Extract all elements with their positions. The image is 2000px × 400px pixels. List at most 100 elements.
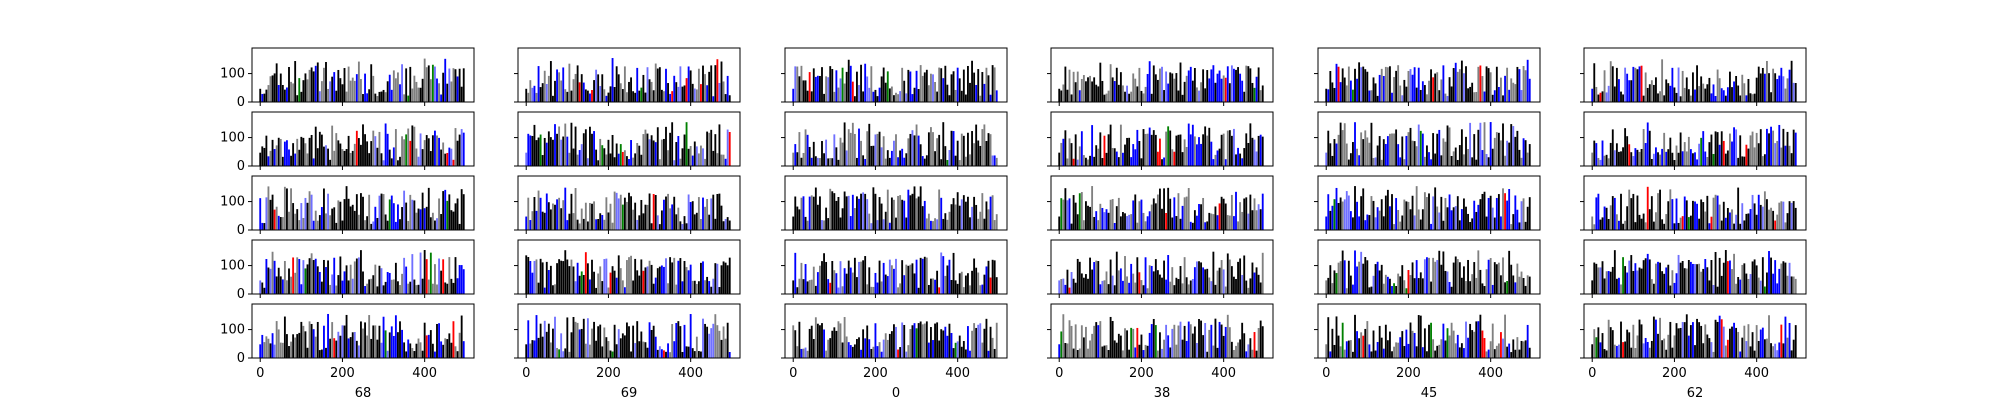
bar (814, 187, 817, 230)
bar (1528, 347, 1531, 358)
bar (1169, 72, 1172, 102)
bar (1062, 84, 1065, 102)
bar (1724, 217, 1727, 230)
bar (1070, 143, 1073, 166)
bar (1770, 343, 1772, 358)
bar (271, 75, 274, 102)
bar (1405, 201, 1408, 230)
bar (366, 283, 369, 294)
axes-frame (784, 47, 1008, 103)
bar (1126, 85, 1128, 102)
bar (320, 207, 323, 230)
bar (1138, 272, 1141, 294)
bar (411, 125, 414, 166)
bar (1095, 84, 1098, 102)
bar (1465, 206, 1467, 230)
bar (1196, 343, 1198, 358)
bar (1341, 68, 1344, 102)
bar (1510, 124, 1513, 166)
bar (446, 339, 449, 358)
bar (1124, 91, 1126, 102)
bar (1634, 148, 1637, 166)
bar (1605, 350, 1608, 358)
bar (300, 203, 303, 230)
bar (405, 266, 408, 294)
bar (343, 150, 346, 166)
bar (893, 140, 895, 166)
bar (1163, 90, 1165, 102)
bar (1659, 189, 1661, 230)
bar (425, 206, 428, 230)
bar (549, 137, 552, 166)
bar (380, 153, 383, 166)
bar (665, 126, 667, 166)
bar (1716, 321, 1719, 358)
bar (549, 209, 552, 230)
bar (1196, 87, 1198, 102)
bar (1386, 189, 1389, 230)
bar (1603, 349, 1606, 358)
bar (1770, 92, 1772, 102)
bar (1409, 275, 1412, 294)
bar (907, 265, 910, 294)
bar (1481, 150, 1484, 166)
bar (286, 334, 288, 358)
bar (1794, 83, 1797, 102)
bar (1154, 74, 1157, 102)
bar (952, 252, 955, 294)
bar (1329, 71, 1332, 102)
bar (1204, 323, 1207, 358)
bar (712, 194, 715, 230)
bar (934, 81, 936, 102)
bar (827, 77, 830, 102)
bar (1386, 136, 1389, 166)
bar (946, 84, 949, 102)
bar (835, 147, 838, 166)
bar (1335, 316, 1338, 358)
bar (1759, 73, 1762, 102)
bar (1508, 142, 1511, 166)
bar (312, 329, 315, 358)
bar (878, 197, 881, 230)
bar (591, 259, 593, 294)
bar (1395, 286, 1398, 294)
bar (1249, 278, 1252, 294)
bar (626, 156, 628, 166)
bar (1060, 198, 1063, 230)
bar (1163, 188, 1165, 230)
bar (1692, 200, 1694, 230)
bar (866, 284, 869, 294)
bar (537, 337, 540, 358)
bar (1072, 348, 1075, 358)
bar (1389, 331, 1391, 358)
bar (1399, 85, 1402, 102)
bar (1235, 154, 1237, 166)
panel-r1-c4 (1314, 111, 1541, 170)
bar (1638, 319, 1641, 358)
bar (1698, 322, 1701, 358)
bar (628, 81, 630, 102)
bar (1663, 95, 1666, 102)
bar (962, 341, 965, 358)
bar (1185, 340, 1188, 358)
bar (821, 323, 823, 358)
axes-frame (251, 111, 475, 167)
bar (1066, 269, 1069, 294)
bar (267, 186, 270, 230)
bar (646, 67, 649, 102)
bar (1454, 206, 1457, 230)
y-tick-label: 100 (220, 67, 245, 82)
bar (1130, 157, 1133, 166)
bar (812, 338, 815, 358)
bar (454, 128, 457, 166)
bar (1704, 324, 1707, 358)
bar (1257, 67, 1260, 102)
bar (345, 186, 348, 230)
bar (1473, 92, 1476, 102)
bar (969, 154, 971, 166)
bar (527, 257, 530, 294)
bar (722, 81, 725, 102)
bar (1078, 146, 1081, 166)
bar (1753, 350, 1756, 358)
bar (1650, 196, 1653, 230)
